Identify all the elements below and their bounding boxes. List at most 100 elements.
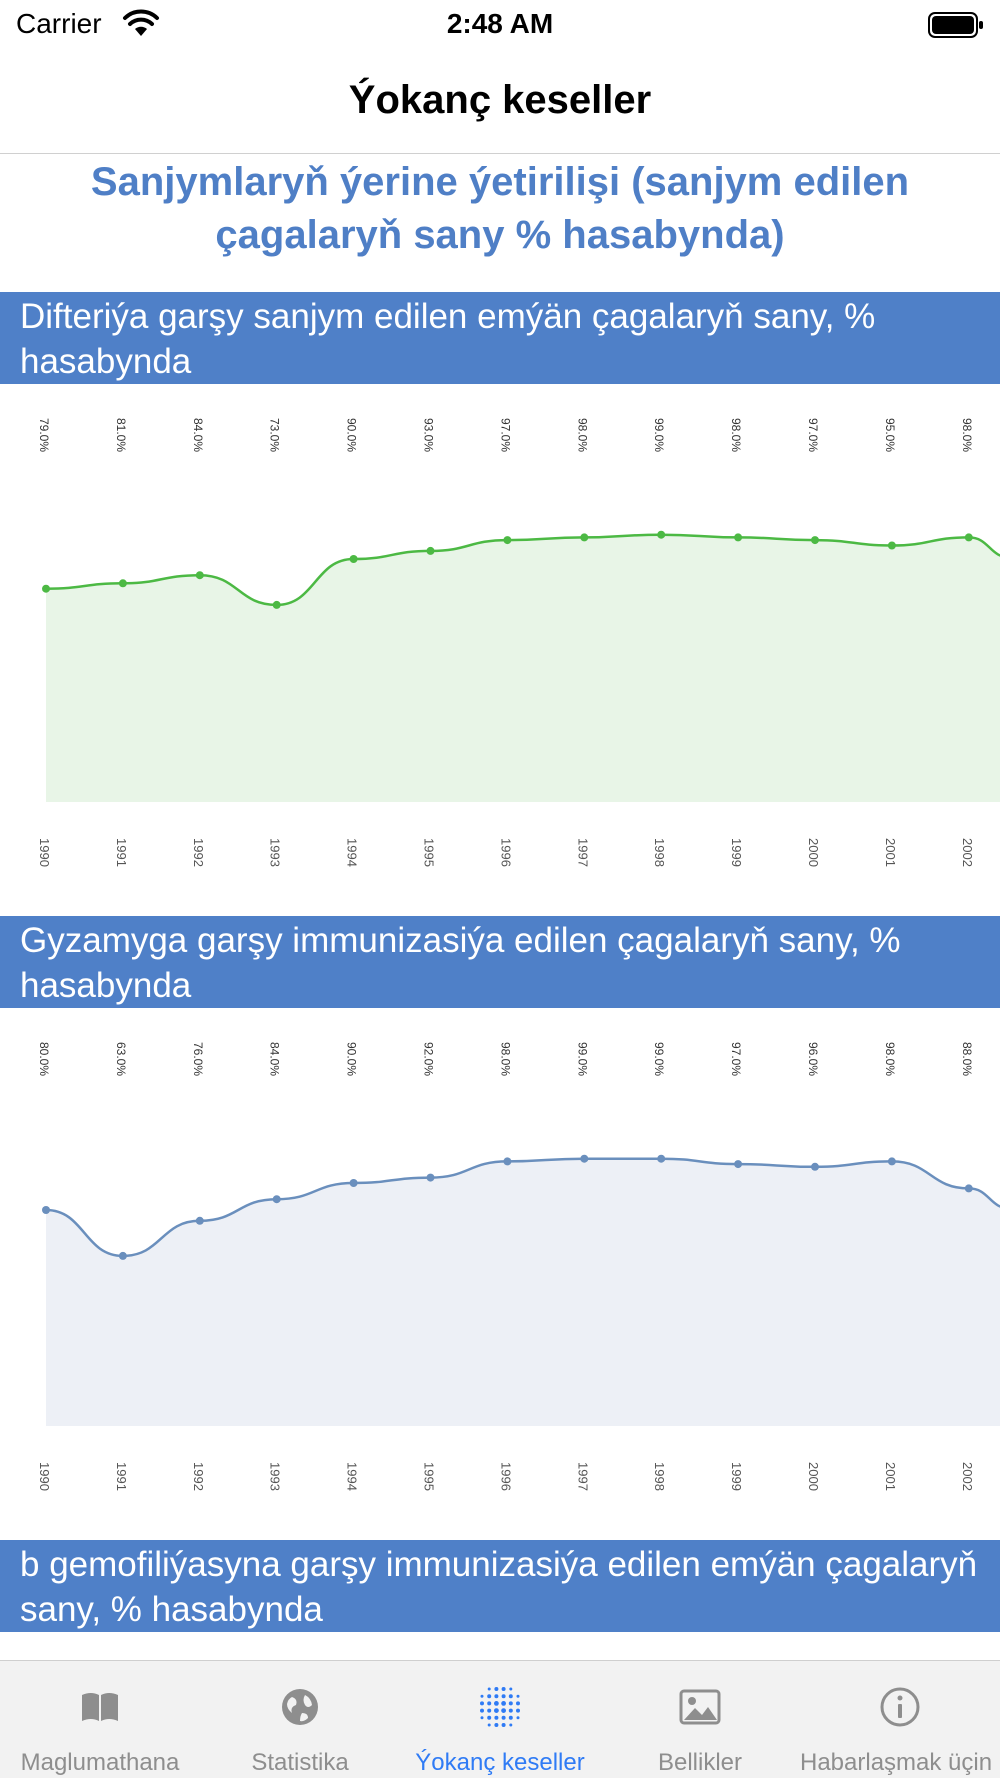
chart-area-fill [46, 534, 1000, 802]
chart-measles[interactable]: 80.0% 1990 63.0% 1991 76.0% 1992 84.0% 1993 90.0… [0, 1024, 1000, 1494]
chart-x-tick-label: 1997 [575, 838, 590, 867]
nav-title: Ýokanç keseller [348, 78, 652, 122]
chart-diphtheria-svg[interactable]: 79.0% 1990 81.0% 1991 84.0% 1992 73.0% 1993 90.0… [0, 400, 1000, 870]
chart-value-label: 95.0% [883, 418, 897, 452]
chart-x-tick-label: 1994 [345, 838, 360, 867]
chart-x-tick-label: 1993 [268, 1462, 283, 1491]
info-icon [880, 1687, 920, 1727]
chart-value-label: 98.0% [498, 1042, 512, 1076]
chart-area-fill [46, 1158, 1000, 1426]
tab-label: Maglumathana [20, 1749, 180, 1776]
chart-value-label: 97.0% [498, 418, 512, 452]
chart-data-point[interactable] [657, 530, 666, 539]
chart-data-point[interactable] [964, 1184, 973, 1193]
chart-x-tick-label: 2000 [806, 838, 821, 867]
chart-value-label: 90.0% [345, 418, 359, 452]
chart-data-point[interactable] [118, 1251, 127, 1260]
tab-label: Statistika [251, 1749, 349, 1776]
chart-data-point[interactable] [426, 1173, 435, 1182]
chart-diphtheria[interactable]: 79.0% 1990 81.0% 1991 84.0% 1992 73.0% 1993 90.0… [0, 400, 1000, 870]
chart-x-tick-label: 1999 [729, 1462, 744, 1491]
chart-value-label: 88.0% [960, 1042, 974, 1076]
chart-data-point[interactable] [503, 536, 512, 545]
chart-data-point[interactable] [964, 533, 973, 542]
tab-maglumathana[interactable]: Maglumathana [0, 1661, 200, 1778]
chart-value-label: 98.0% [883, 1042, 897, 1076]
chart-data-point[interactable] [734, 1160, 743, 1169]
section-header-diphtheria: Difteriýa garşy sanjym edilen emýän çaga… [0, 292, 1000, 384]
chart-value-label: 97.0% [806, 418, 820, 452]
status-bar: Carrier 2:48 AM [0, 0, 1000, 50]
chart-measles-svg[interactable]: 80.0% 1990 63.0% 1991 76.0% 1992 84.0% 1993 90.0… [0, 1024, 1000, 1494]
chart-data-point[interactable] [887, 1157, 896, 1166]
chart-value-label: 97.0% [729, 1042, 743, 1076]
chart-x-tick-label: 1997 [575, 1462, 590, 1491]
chart-value-label: 84.0% [268, 1042, 282, 1076]
chart-value-label: 73.0% [268, 418, 282, 452]
chart-x-tick-label: 1993 [268, 838, 283, 867]
chart-x-tick-label: 1990 [37, 1462, 52, 1491]
chart-x-tick-label: 1992 [191, 1462, 206, 1491]
chart-data-point[interactable] [195, 1216, 204, 1225]
chart-value-label: 96.0% [806, 1042, 820, 1076]
page-heading: Sanjymlaryň ýerine ýetirilişi (sanjym ed… [90, 160, 910, 257]
chart-data-point[interactable] [580, 533, 589, 542]
chart-x-tick-label: 1994 [345, 1462, 360, 1491]
chart-data-point[interactable] [426, 546, 435, 555]
book-icon [82, 1693, 118, 1721]
tab-yokanc-keseller[interactable]: Ýokanç keseller [400, 1661, 600, 1778]
chart-x-tick-label: 1991 [114, 838, 129, 867]
chart-data-point[interactable] [349, 555, 358, 563]
chart-data-point[interactable] [42, 1206, 50, 1214]
chart-data-point[interactable] [811, 536, 819, 545]
tab-statistika[interactable]: Statistika [200, 1661, 400, 1778]
tab-bar: Maglumathana Statistika Ýokanç keseller … [0, 1660, 1000, 1778]
chart-x-tick-label: 2002 [960, 1462, 975, 1491]
tab-label: Ýokanç keseller [415, 1749, 585, 1776]
chart-data-point[interactable] [811, 1162, 819, 1171]
chart-value-label: 99.0% [652, 418, 666, 452]
globe-icon [282, 1689, 318, 1725]
chart-series-line [45, 533, 1000, 607]
chart-value-label: 80.0% [37, 1042, 51, 1076]
chart-data-point[interactable] [734, 533, 743, 542]
chart-data-point[interactable] [272, 600, 281, 609]
chart-data-point[interactable] [195, 571, 204, 580]
chart-x-tick-label: 1995 [422, 1462, 437, 1491]
tab-label: Bellikler [657, 1749, 743, 1776]
chart-x-tick-label: 1992 [191, 838, 206, 867]
chart-data-point[interactable] [42, 584, 50, 593]
chart-x-tick-label: 1996 [498, 1462, 513, 1491]
chart-value-label: 81.0% [114, 418, 128, 452]
chart-x-tick-label: 1998 [652, 1462, 667, 1491]
chart-value-label: 92.0% [422, 1042, 436, 1076]
chart-value-label: 79.0% [37, 418, 51, 452]
tab-label: Habarlaşmak üçin maglumat [800, 1749, 1000, 1776]
status-time: 2:48 AM [446, 8, 554, 39]
chart-value-label: 63.0% [114, 1042, 128, 1076]
chart-value-label: 98.0% [960, 418, 974, 452]
chart-data-point[interactable] [657, 1154, 666, 1163]
tab-bellikler[interactable]: Bellikler [600, 1661, 800, 1778]
navigation-bar: Ýokanç keseller [0, 54, 1000, 154]
wifi-icon [123, 9, 159, 36]
photo-icon [679, 1689, 721, 1725]
chart-value-label: 84.0% [191, 418, 205, 452]
chart-value-label: 98.0% [575, 418, 589, 452]
battery-icon [928, 12, 983, 38]
chart-value-label: 99.0% [575, 1042, 589, 1076]
chart-data-point[interactable] [580, 1154, 589, 1163]
dots-grid-icon [480, 1687, 520, 1727]
section-header-measles: Gyzamyga garşy immunizasiýa edilen çagal… [0, 916, 1000, 1008]
chart-data-point[interactable] [272, 1195, 281, 1204]
chart-data-point[interactable] [118, 579, 127, 588]
chart-value-label: 98.0% [729, 418, 743, 452]
chart-x-tick-label: 2001 [883, 1462, 898, 1491]
chart-data-point[interactable] [887, 541, 896, 550]
chart-data-point[interactable] [503, 1157, 512, 1166]
chart-value-label: 99.0% [652, 1042, 666, 1076]
chart-value-label: 93.0% [422, 418, 436, 452]
chart-x-tick-label: 1995 [422, 838, 437, 867]
tab-habarlasmak[interactable]: Habarlaşmak üçin maglumat [800, 1661, 1000, 1778]
chart-data-point[interactable] [349, 1179, 358, 1187]
